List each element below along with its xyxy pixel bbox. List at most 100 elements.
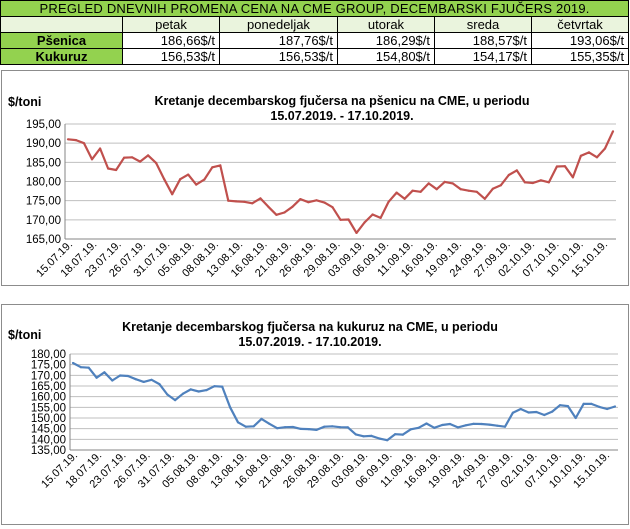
data-point xyxy=(323,425,326,428)
data-point xyxy=(66,138,70,141)
data-point xyxy=(456,426,459,429)
price-cell: 187,76$/t xyxy=(219,32,338,49)
data-point xyxy=(291,425,294,429)
data-point xyxy=(535,410,538,414)
data-point xyxy=(307,201,310,204)
data-point xyxy=(79,366,82,369)
data-point xyxy=(252,425,255,428)
data-point xyxy=(251,202,254,205)
data-point xyxy=(595,156,599,159)
table-title-row: PREGLED DNEVNIH PROMENA CENA NA CME GROU… xyxy=(0,0,630,17)
data-point xyxy=(519,407,522,411)
data-point xyxy=(171,193,174,196)
data-point xyxy=(419,190,422,193)
y-tick-label: 175,00 xyxy=(31,360,66,372)
data-point xyxy=(379,216,382,219)
data-point xyxy=(409,428,412,431)
data-point xyxy=(283,211,286,214)
price-cell: 156,53$/t xyxy=(219,48,338,65)
data-point xyxy=(221,385,224,388)
data-point xyxy=(563,165,567,168)
data-point xyxy=(555,165,559,168)
data-point xyxy=(235,200,238,203)
y-tick-label: 150,00 xyxy=(31,413,66,425)
data-point xyxy=(291,205,294,208)
data-point xyxy=(181,392,185,395)
data-point xyxy=(483,197,486,200)
data-point xyxy=(111,379,114,382)
header-day: petak xyxy=(122,16,220,33)
data-point xyxy=(299,198,302,201)
data-point xyxy=(603,147,607,150)
data-point xyxy=(571,176,575,179)
series-line xyxy=(67,130,614,234)
data-point xyxy=(150,378,153,381)
data-point xyxy=(195,183,198,186)
data-point xyxy=(259,197,262,200)
data-point xyxy=(527,411,530,414)
data-point xyxy=(496,424,499,427)
price-cell: 154,17$/t xyxy=(434,48,532,65)
header-day: utorak xyxy=(337,16,435,33)
y-axis-label: $/toni xyxy=(8,95,41,109)
data-point xyxy=(315,199,318,202)
data-point xyxy=(443,180,446,183)
data-point xyxy=(229,406,232,409)
y-tick-label: 190,00 xyxy=(26,138,61,150)
data-point xyxy=(139,160,142,163)
data-point xyxy=(503,425,507,428)
data-point xyxy=(331,425,334,428)
data-point xyxy=(213,385,216,388)
y-tick-label: 180,00 xyxy=(26,177,61,189)
data-point xyxy=(511,411,514,414)
data-point xyxy=(339,218,342,221)
data-point xyxy=(587,151,591,154)
data-point xyxy=(480,422,483,426)
data-point xyxy=(611,130,615,133)
data-point xyxy=(90,158,94,161)
data-point xyxy=(435,188,438,191)
data-point xyxy=(244,425,247,428)
data-point xyxy=(613,405,617,408)
data-point xyxy=(227,199,230,202)
data-point xyxy=(71,361,75,365)
data-point xyxy=(187,173,190,176)
row-label: Pšenica xyxy=(0,32,123,49)
data-point xyxy=(243,200,246,203)
series-line xyxy=(72,362,616,442)
data-point xyxy=(346,426,349,429)
wheat-chart: $/toni Kretanje decembarskog fjučersa na… xyxy=(8,94,616,280)
table-row-wheat: Pšenica 186,66$/t 187,76$/t 186,29$/t 18… xyxy=(0,32,630,49)
data-point xyxy=(189,388,192,391)
data-point xyxy=(315,428,318,431)
data-point xyxy=(134,378,137,381)
data-point xyxy=(197,390,200,393)
data-point xyxy=(425,422,428,425)
y-tick-label: 140,00 xyxy=(31,434,66,446)
data-point xyxy=(147,154,150,157)
data-point xyxy=(598,405,601,408)
data-point xyxy=(574,416,577,420)
plot-area: 135,00140,00145,00150,00155,00160,00165,… xyxy=(31,349,618,491)
data-point xyxy=(284,426,287,429)
data-point xyxy=(275,213,278,216)
data-point xyxy=(107,167,110,170)
data-point xyxy=(103,371,106,374)
data-point xyxy=(467,189,470,192)
data-point xyxy=(331,206,334,209)
price-cell: 188,57$/t xyxy=(434,32,532,49)
data-point xyxy=(395,191,398,194)
price-cell: 186,66$/t xyxy=(122,32,220,49)
wheat-chart-panel: $/toni Kretanje decembarskog fjučersa na… xyxy=(1,70,629,286)
data-point xyxy=(551,410,554,413)
corn-chart: $/toni Kretanje decembarskog fjučersa na… xyxy=(8,320,618,491)
data-point xyxy=(499,184,502,187)
y-tick-label: 165,00 xyxy=(26,234,61,246)
data-point xyxy=(488,423,491,426)
chart-subtitle: 15.07.2019. - 17.10.2019. xyxy=(238,335,381,349)
data-point xyxy=(339,426,342,429)
table-row-corn: Kukuruz 156,53$/t 156,53$/t 154,80$/t 15… xyxy=(0,48,630,65)
data-point xyxy=(472,422,475,425)
data-point xyxy=(82,142,86,145)
data-point xyxy=(401,433,404,436)
